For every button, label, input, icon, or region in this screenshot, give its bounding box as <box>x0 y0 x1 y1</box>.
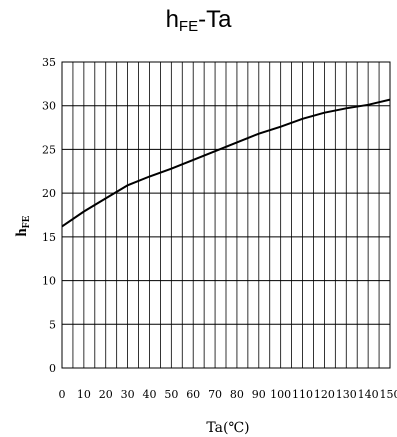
x-tick-label: 90 <box>252 388 266 401</box>
x-tick-label: 20 <box>99 388 113 401</box>
x-tick-label: 80 <box>230 388 244 401</box>
y-tick-label: 10 <box>42 275 56 288</box>
x-tick-label: 50 <box>164 388 178 401</box>
title-main: h <box>165 6 179 33</box>
x-tick-label: 10 <box>77 388 91 401</box>
y-tick-label: 20 <box>42 187 56 200</box>
x-tick-label: 110 <box>292 388 313 401</box>
x-tick-label: 70 <box>208 388 222 401</box>
y-axis-label: hFE <box>14 215 32 236</box>
x-tick-label: 150 <box>380 388 397 401</box>
svg-text:hFE: hFE <box>14 215 32 236</box>
horizontal-gridlines <box>62 105 390 325</box>
x-tick-label: 130 <box>336 388 357 401</box>
x-tick-label: 0 <box>59 388 66 401</box>
plot-frame <box>61 61 391 369</box>
x-tick-label: 140 <box>358 388 379 401</box>
title-rest: -Ta <box>198 6 232 33</box>
chart-title: hFE-Ta <box>0 6 397 35</box>
series-line <box>61 98 391 228</box>
y-tick-labels: 0 5 10 15 20 25 30 35 <box>42 56 56 375</box>
x-axis-label: Ta(℃) <box>206 420 249 436</box>
y-label-sub: FE <box>21 215 32 228</box>
y-label-main: h <box>14 228 30 237</box>
x-tick-label: 120 <box>314 388 335 401</box>
x-tick-label: 30 <box>121 388 135 401</box>
x-tick-labels: 0 10 20 30 40 50 60 70 80 90 100110120130140150 <box>59 388 397 401</box>
y-tick-label: 15 <box>42 231 56 244</box>
x-tick-label: 60 <box>186 388 200 401</box>
y-tick-label: 25 <box>42 143 56 156</box>
title-sub: FE <box>178 18 199 35</box>
x-tick-label: 100 <box>270 388 291 401</box>
vertical-gridlines <box>72 62 380 368</box>
y-tick-label: 30 <box>42 100 56 113</box>
y-tick-label: 5 <box>49 318 56 331</box>
x-tick-label: 40 <box>142 388 156 401</box>
y-tick-label: 0 <box>49 362 56 375</box>
y-tick-label: 35 <box>42 56 56 69</box>
